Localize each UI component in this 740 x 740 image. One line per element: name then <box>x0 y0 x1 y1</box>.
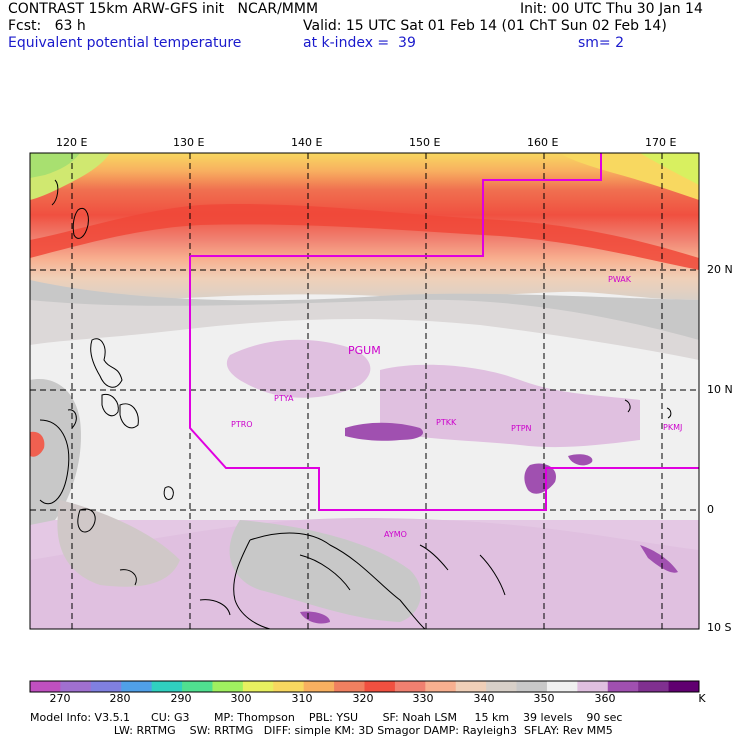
station-ptya: PTYA <box>274 394 294 403</box>
lat-label-10s: 10 S <box>707 621 732 634</box>
lon-label-160: 160 E <box>527 136 559 149</box>
level-index: at k-index = 39 <box>303 35 416 51</box>
colorbar-label-320: 320 <box>352 692 374 705</box>
colorbar-swatch <box>90 681 122 692</box>
fir-boundary <box>189 153 699 511</box>
station-pwak: PWAK <box>608 275 632 284</box>
colorbar-label-300: 300 <box>230 692 252 705</box>
station-ptpn: PTPN <box>511 424 532 433</box>
model-info-line1: Model Info: V3.5.1 CU: G3 MP: Thompson P… <box>30 711 623 724</box>
lat-label-0: 0 <box>707 503 714 516</box>
colorbar-swatch <box>273 681 305 692</box>
colorbar-swatch <box>455 681 487 692</box>
colorbar-swatch <box>334 681 365 692</box>
forecast-hour: Fcst: 63 h <box>8 18 86 34</box>
station-aymo: AYMO <box>384 530 407 539</box>
colorbar-swatch <box>303 681 335 692</box>
colorbar-swatch <box>212 681 244 692</box>
lat-label-10n: 10 N <box>707 383 733 396</box>
lon-label-140: 140 E <box>291 136 323 149</box>
colorbar-label-310: 310 <box>291 692 313 705</box>
colorbar <box>29 680 700 693</box>
valid-time: Valid: 15 UTC Sat 01 Feb 14 (01 ChT Sun … <box>303 18 667 34</box>
colorbar-frame <box>29 680 700 693</box>
model-title: CONTRAST 15km ARW-GFS init NCAR/MMM <box>8 1 319 17</box>
lon-label-150: 150 E <box>409 136 441 149</box>
station-pgum: PGUM <box>348 344 381 357</box>
colorbar-swatch <box>425 681 457 692</box>
init-time: Init: 00 UTC Thu 30 Jan 14 <box>520 1 703 17</box>
colorbar-swatch <box>394 681 426 692</box>
colorbar-swatch <box>30 681 61 692</box>
colorbar-swatch <box>577 681 609 692</box>
colorbar-swatch <box>60 681 92 692</box>
colorbar-label-360: 360 <box>594 692 616 705</box>
lon-label-120: 120 E <box>56 136 88 149</box>
smoothing: sm= 2 <box>578 35 625 51</box>
colorbar-label-330: 330 <box>412 692 434 705</box>
colorbar-label-290: 290 <box>170 692 192 705</box>
colorbar-label-270: 270 <box>49 692 71 705</box>
field-name: Equivalent potential temperature <box>8 35 242 51</box>
station-pkmj: PKMJ <box>663 423 682 432</box>
colorbar-swatch <box>486 681 518 692</box>
colorbar-swatch <box>364 681 396 692</box>
colorbar-swatch <box>638 681 670 692</box>
colorbar-swatch <box>546 681 578 692</box>
colorbar-unit: K <box>698 692 706 705</box>
model-info-line2: LW: RRTMG SW: RRTMG DIFF: simple KM: 3D … <box>30 724 613 737</box>
colorbar-swatch <box>242 681 274 692</box>
station-ptkk: PTKK <box>436 418 457 427</box>
station-ptro: PTRO <box>231 420 253 429</box>
colorbar-swatch <box>668 681 700 692</box>
lon-label-170: 170 E <box>645 136 677 149</box>
colorbar-label-350: 350 <box>533 692 555 705</box>
colorbar-label-340: 340 <box>473 692 495 705</box>
colorbar-swatch <box>607 681 639 692</box>
colorbar-swatch <box>151 681 183 692</box>
lat-label-20n: 20 N <box>707 263 733 276</box>
colorbar-swatch <box>182 681 213 692</box>
colorbar-swatch <box>516 681 548 692</box>
lon-label-130: 130 E <box>173 136 205 149</box>
colorbar-swatch <box>121 681 153 692</box>
colorbar-label-280: 280 <box>109 692 131 705</box>
coastlines <box>39 179 672 629</box>
